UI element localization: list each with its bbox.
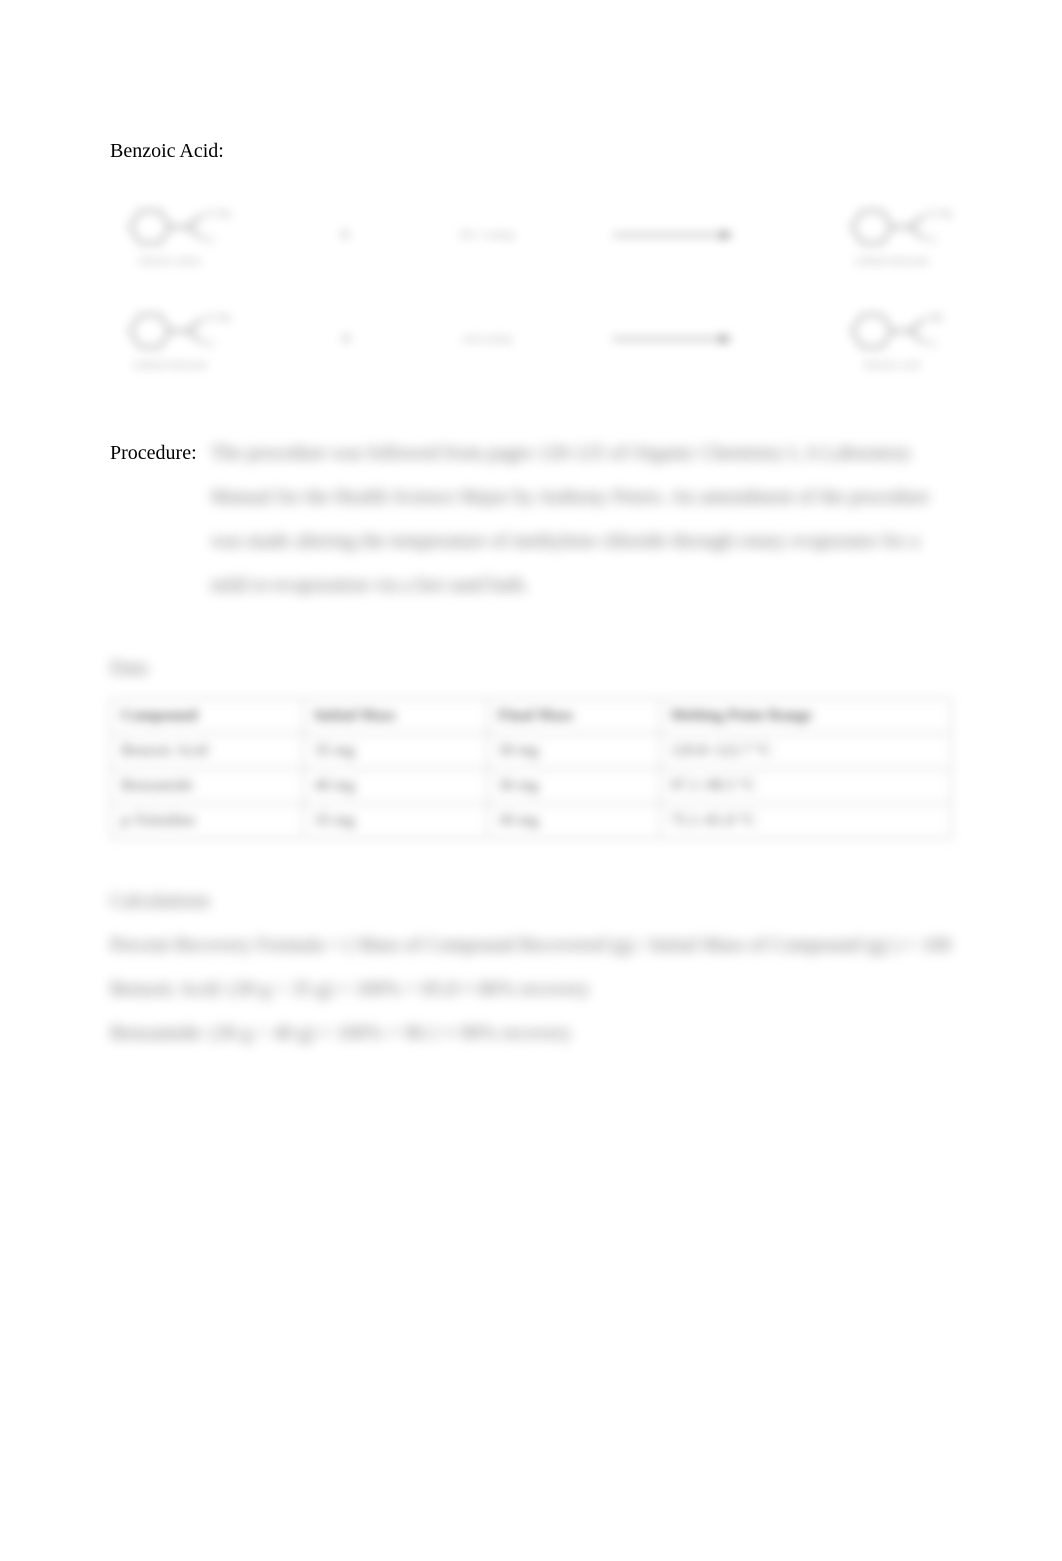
reactant-2a: O⁻Na⁺ O sodium benzoate <box>110 307 230 371</box>
table-header-row: Compound Initial Mass Final Mass Melting… <box>111 699 952 734</box>
svg-text:O: O <box>928 235 935 246</box>
col-mp: Melting Point Range <box>660 699 951 734</box>
reaction-row-1: O⁻Na⁺ O benzoic anion + HCl / workup O⁻N… <box>110 203 952 267</box>
procedure-body: The procedure was followed from pages 12… <box>211 431 952 607</box>
svg-text:OH: OH <box>928 313 942 324</box>
table-row: p-Toluidine 35 mg 30 mg 75.1–81.8 °C <box>111 804 952 839</box>
svg-text:O: O <box>928 339 935 350</box>
calculations-block: Calculations Percent Recovery Formula = … <box>110 879 952 1055</box>
cell: Benzoic Acid <box>111 734 304 769</box>
page-title: Benzoic Acid: <box>110 140 952 163</box>
data-table: Compound Initial Mass Final Mass Melting… <box>110 698 952 839</box>
product-2-label: benzoic acid <box>864 359 919 371</box>
cell: 75.1–81.8 °C <box>660 804 951 839</box>
product-1: O⁻Na⁺ O sodium benzoate <box>832 203 952 267</box>
reactant-1a-label: benzoic anion <box>139 255 200 267</box>
calc-line: Benzamide: (36 g ÷ 40 g) × 100% = 90.1 ≈… <box>110 1011 952 1055</box>
cell: 35 mg <box>304 734 488 769</box>
svg-text:O⁻Na⁺: O⁻Na⁺ <box>928 209 952 220</box>
cell: Benzamide <box>111 769 304 804</box>
table-row: Benzoic Acid 35 mg 30 mg 120.8–122.7 °C <box>111 734 952 769</box>
col-final: Final Mass <box>487 699 660 734</box>
cell: 30 mg <box>487 734 660 769</box>
cell: p-Toluidine <box>111 804 304 839</box>
cell: 120.8–122.7 °C <box>660 734 951 769</box>
data-section-heading: Data <box>110 657 952 680</box>
calculations-heading: Calculations <box>110 879 952 923</box>
reaction-diagram: O⁻Na⁺ O benzoic anion + HCl / workup O⁻N… <box>110 203 952 371</box>
table-row: Benzamide 40 mg 36 mg 97.1–98.5 °C <box>111 769 952 804</box>
col-compound: Compound <box>111 699 304 734</box>
cell: 97.1–98.5 °C <box>660 769 951 804</box>
cell: 40 mg <box>304 769 488 804</box>
reagent-1: HCl / workup <box>460 230 515 241</box>
calc-line: Benzoic Acid: (30 g ÷ 35 g) × 100% = 85.… <box>110 967 952 1011</box>
cell: 30 mg <box>487 804 660 839</box>
svg-text:O⁻Na⁺: O⁻Na⁺ <box>206 313 230 324</box>
cell: 35 mg <box>304 804 488 839</box>
plus-icon: + <box>339 222 351 248</box>
plus-icon: + <box>340 326 352 352</box>
reactant-1a: O⁻Na⁺ O benzoic anion <box>110 203 230 267</box>
product-1-label: sodium benzoate <box>855 255 929 267</box>
arrow-icon <box>612 333 732 345</box>
svg-text:O⁻Na⁺: O⁻Na⁺ <box>206 209 230 220</box>
arrow-icon <box>613 229 733 241</box>
reactant-2a-label: sodium benzoate <box>133 359 207 371</box>
procedure-label: Procedure: <box>110 431 197 475</box>
reaction-row-2: O⁻Na⁺ O sodium benzoate + acid workup OH <box>110 307 952 371</box>
product-2: OH O benzoic acid <box>832 307 952 371</box>
svg-text:O: O <box>206 339 213 350</box>
cell: 36 mg <box>487 769 660 804</box>
calc-line: Percent Recovery Formula = ( Mass of Com… <box>110 923 952 967</box>
col-initial: Initial Mass <box>304 699 488 734</box>
svg-text:O: O <box>206 235 213 246</box>
reagent-2: acid workup <box>462 334 512 345</box>
